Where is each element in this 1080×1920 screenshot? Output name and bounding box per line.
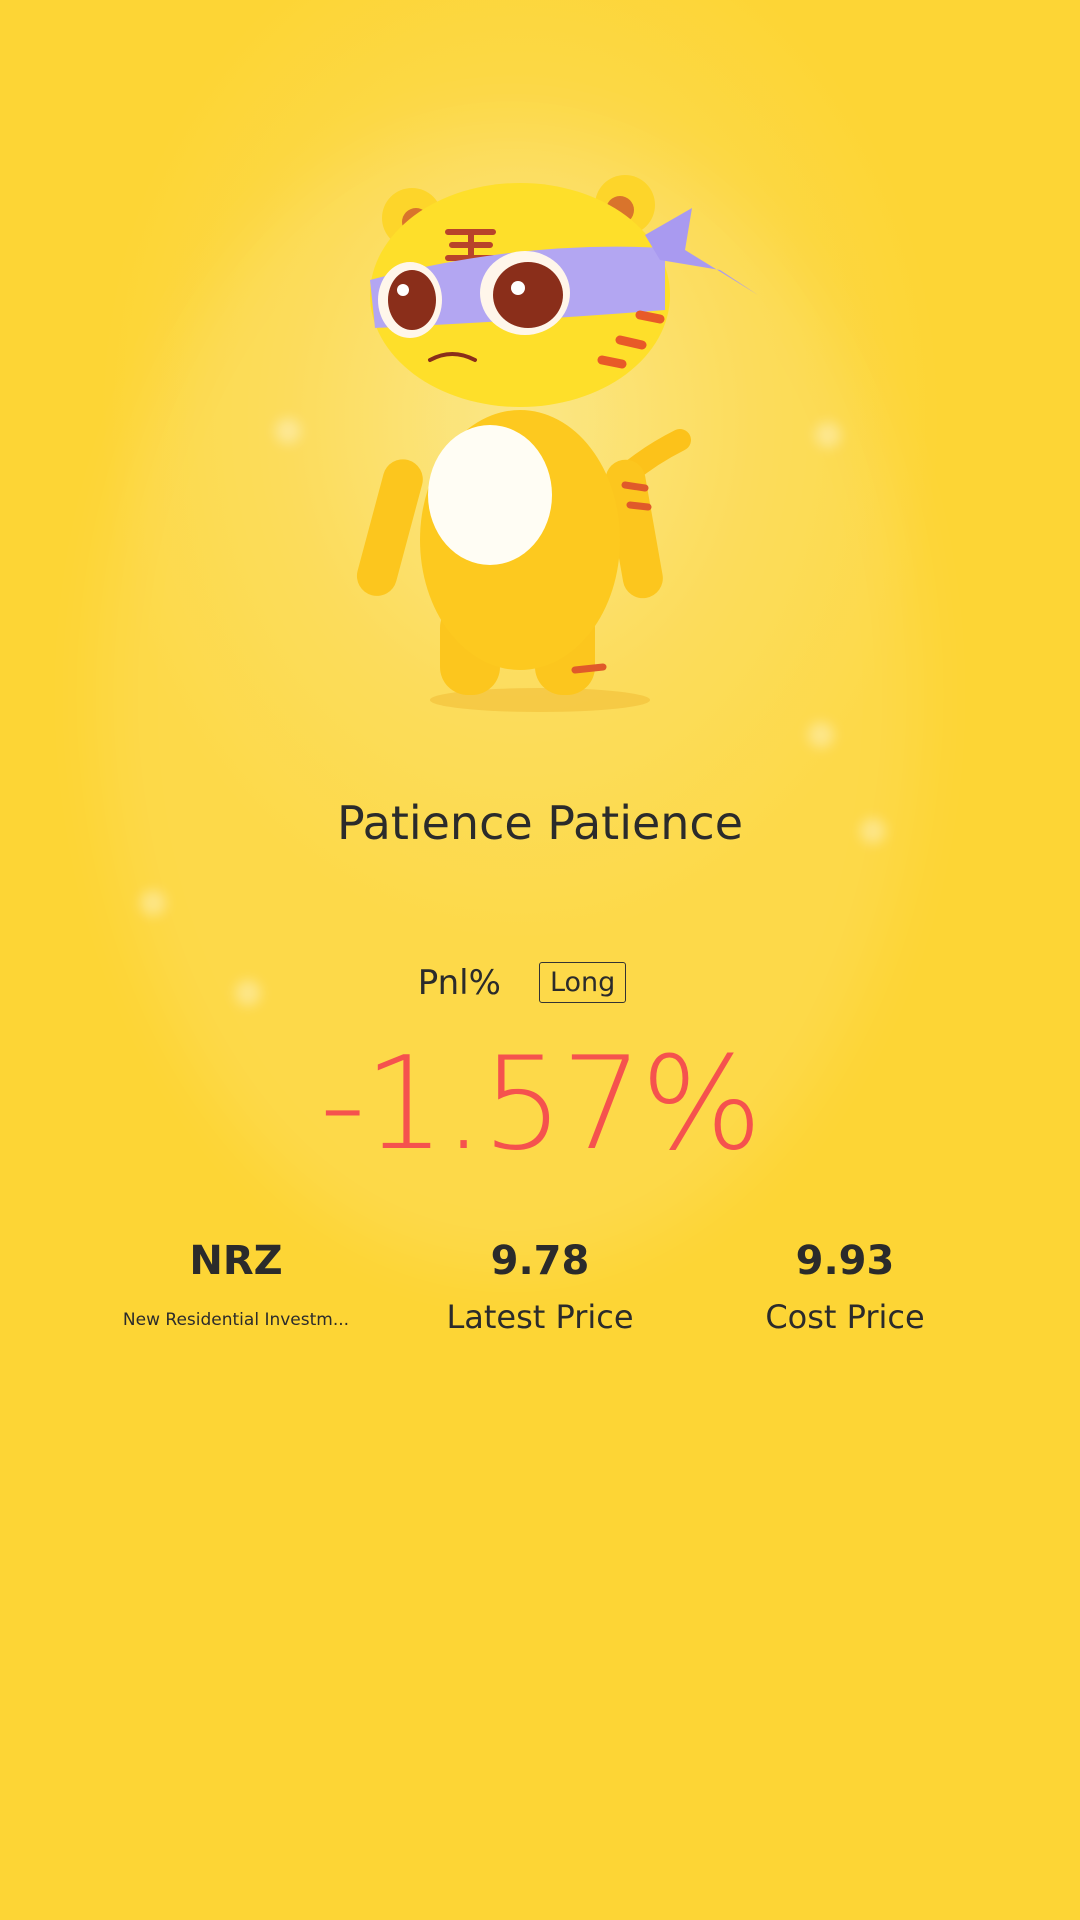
stat-latest-price: 9.78 Latest Price (390, 1238, 690, 1336)
cost-price-value: 9.93 (795, 1238, 895, 1284)
stat-cost-price: 9.93 Cost Price (695, 1238, 995, 1336)
latest-price-label: Latest Price (446, 1298, 634, 1336)
pnl-percentage: -1.57% (319, 1030, 763, 1179)
stat-symbol: NRZ New Residential Investm... (86, 1238, 386, 1330)
sparkle (140, 890, 166, 916)
position-direction-badge: Long (538, 962, 627, 1003)
pnl-label: Pnl% (417, 962, 501, 1003)
pnl-header: Pnl% Long (0, 962, 1080, 1003)
sparkle (235, 980, 261, 1006)
latest-price-value: 9.78 (490, 1238, 590, 1284)
cost-price-label: Cost Price (765, 1298, 925, 1336)
symbol-ticker: NRZ (189, 1238, 283, 1284)
sparkle (815, 422, 841, 448)
mascot-message: Patience Patience (336, 796, 744, 850)
symbol-name: New Residential Investm... (122, 1310, 350, 1330)
tiger-mascot-illustration (356, 175, 758, 712)
sparkle (275, 418, 301, 444)
sparkle (860, 818, 886, 844)
sparkle (808, 722, 834, 748)
